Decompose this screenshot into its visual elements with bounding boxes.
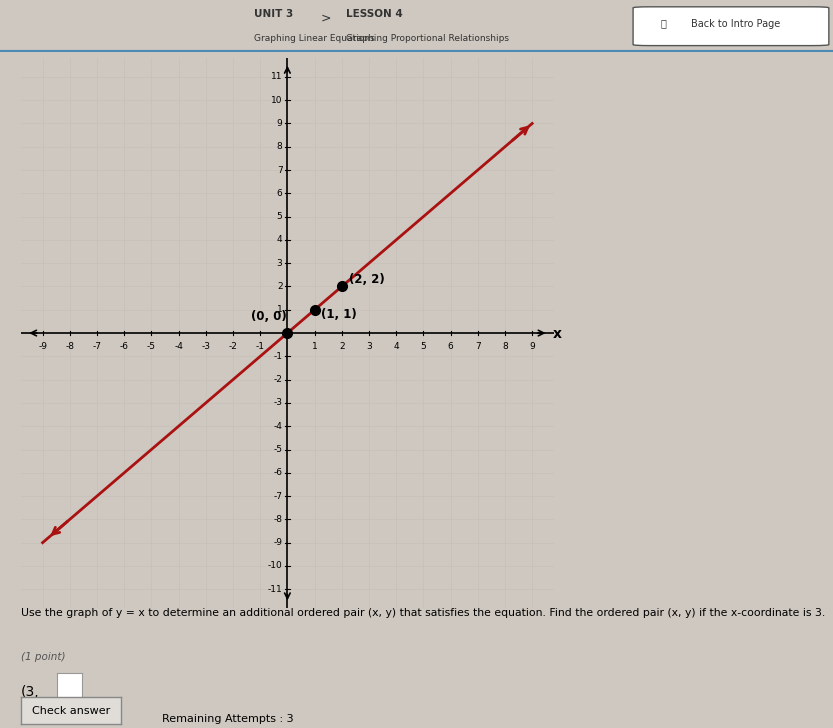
Text: -6: -6 bbox=[120, 342, 128, 352]
Text: (3,: (3, bbox=[21, 685, 39, 699]
Text: 2: 2 bbox=[277, 282, 282, 291]
Text: (2, 2): (2, 2) bbox=[348, 273, 384, 286]
Text: -4: -4 bbox=[174, 342, 183, 352]
Text: -1: -1 bbox=[256, 342, 265, 352]
Text: ⧉: ⧉ bbox=[661, 19, 666, 28]
Text: 9: 9 bbox=[277, 119, 282, 128]
Text: 3: 3 bbox=[277, 258, 282, 268]
Text: LESSON 4: LESSON 4 bbox=[346, 9, 402, 20]
Text: (1 point): (1 point) bbox=[21, 652, 65, 662]
Text: 2: 2 bbox=[339, 342, 345, 352]
Text: Graphing Proportional Relationships: Graphing Proportional Relationships bbox=[346, 34, 509, 43]
Text: 1: 1 bbox=[277, 305, 282, 314]
Text: -5: -5 bbox=[273, 445, 282, 454]
Text: -9: -9 bbox=[273, 538, 282, 547]
Text: 11: 11 bbox=[271, 72, 282, 82]
Text: -10: -10 bbox=[267, 561, 282, 571]
Text: 5: 5 bbox=[277, 212, 282, 221]
Text: 8: 8 bbox=[502, 342, 508, 352]
Text: (0, 0): (0, 0) bbox=[251, 310, 287, 323]
Text: -2: -2 bbox=[273, 375, 282, 384]
Text: 7: 7 bbox=[277, 165, 282, 175]
Text: >: > bbox=[321, 12, 332, 25]
Text: 10: 10 bbox=[271, 95, 282, 105]
Text: 8: 8 bbox=[277, 142, 282, 151]
Text: Check answer: Check answer bbox=[32, 705, 110, 716]
Text: -3: -3 bbox=[202, 342, 210, 352]
Text: x: x bbox=[552, 327, 561, 341]
Text: UNIT 3: UNIT 3 bbox=[254, 9, 293, 20]
Text: 9: 9 bbox=[529, 342, 535, 352]
Text: -11: -11 bbox=[267, 585, 282, 594]
Text: -4: -4 bbox=[273, 422, 282, 431]
Text: -6: -6 bbox=[273, 468, 282, 478]
Text: -3: -3 bbox=[273, 398, 282, 408]
Text: Use the graph of y = x to determine an additional ordered pair (x, y) that satis: Use the graph of y = x to determine an a… bbox=[21, 608, 825, 618]
Text: 6: 6 bbox=[277, 189, 282, 198]
Text: 4: 4 bbox=[277, 235, 282, 245]
Text: Remaining Attempts : 3: Remaining Attempts : 3 bbox=[162, 713, 294, 724]
Text: 4: 4 bbox=[393, 342, 399, 352]
Text: -1: -1 bbox=[273, 352, 282, 361]
Text: 6: 6 bbox=[447, 342, 453, 352]
Text: 1: 1 bbox=[312, 342, 317, 352]
FancyBboxPatch shape bbox=[633, 7, 829, 46]
Text: -9: -9 bbox=[38, 342, 47, 352]
Text: -5: -5 bbox=[147, 342, 156, 352]
Text: Back to Intro Page: Back to Intro Page bbox=[691, 19, 781, 28]
Text: Graphing Linear Equations: Graphing Linear Equations bbox=[254, 34, 375, 43]
Text: (1, 1): (1, 1) bbox=[322, 308, 357, 321]
Text: 7: 7 bbox=[475, 342, 481, 352]
Text: 3: 3 bbox=[367, 342, 372, 352]
Text: -2: -2 bbox=[228, 342, 237, 352]
Text: -7: -7 bbox=[92, 342, 102, 352]
Text: 5: 5 bbox=[421, 342, 426, 352]
Text: -8: -8 bbox=[65, 342, 74, 352]
Text: -8: -8 bbox=[273, 515, 282, 524]
Text: -7: -7 bbox=[273, 491, 282, 501]
